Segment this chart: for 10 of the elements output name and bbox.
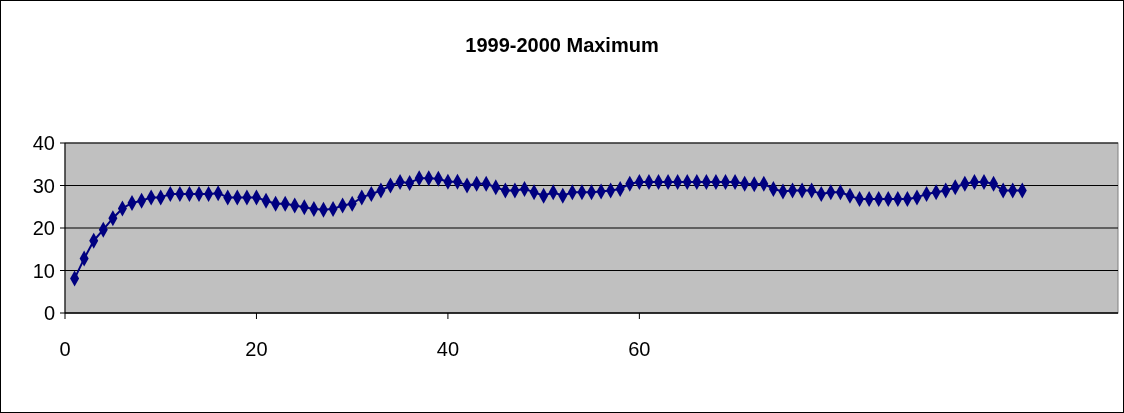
chart-title: 1999-2000 Maximum (465, 34, 659, 56)
y-tick-label: 10 (32, 259, 55, 282)
y-tick-label: 0 (43, 302, 55, 324)
x-tick-label: 40 (436, 338, 460, 360)
y-tick-label: 40 (32, 132, 55, 154)
y-tick-label: 30 (32, 174, 55, 197)
x-tick-label: 20 (245, 338, 268, 360)
x-tick-label: 0 (59, 338, 71, 360)
y-tick-label: 20 (32, 217, 55, 239)
x-tick-label: 60 (628, 338, 651, 360)
